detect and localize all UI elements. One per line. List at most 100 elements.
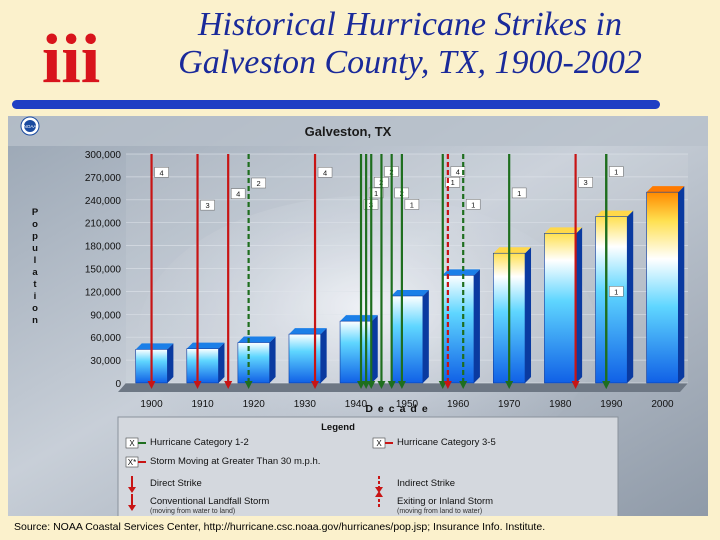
bar [237,342,270,384]
legend-label: Storm Moving at Greater Than 30 m.p.h. [150,456,320,467]
x-tick-label: 1990 [600,399,623,410]
title-rule [12,100,660,109]
x-tick-label: 1940 [345,399,368,410]
legend-label: Indirect Strike [397,478,455,489]
bar-top [340,315,378,322]
storm-category-box [578,176,593,188]
bar-top [544,227,583,234]
y-axis-label-letter: l [34,255,37,266]
bar-top [595,210,634,217]
storm-arrowhead [438,381,447,389]
y-axis-label-letter: P [32,207,39,218]
storm-category-label: 4 [456,168,460,177]
storm-category-label: 1 [374,189,378,198]
source-note: Source: NOAA Coastal Services Center, ht… [14,521,546,533]
storm-category-box [251,177,266,189]
y-tick-label: 60,000 [90,333,121,344]
storm-arrowhead [387,381,396,389]
title-line-1: Historical Hurricane Strikes in [197,6,623,43]
legend-arrowhead [128,487,136,493]
x-tick-label: 2000 [651,399,674,410]
bar-top [186,342,225,349]
storm-category-box [368,187,384,199]
storm-arrowhead [443,381,452,389]
bar-side [627,210,634,383]
legend-label: Exiting or Inland Storm [397,496,493,507]
x-tick-label: 1950 [396,399,419,410]
y-axis-label-letter: o [32,303,38,314]
storm-category-label: 2 [257,179,261,188]
storm-category-label: 4 [323,168,327,177]
legend-swatch-mark: X [376,439,382,448]
storm-arrowhead [505,381,514,389]
chart-header-band [8,116,708,146]
x-tick-label: 1920 [243,399,266,410]
storm-arrowhead [362,381,371,389]
legend: Legend X Hurricane Category 1-2 X Hurricane … [117,416,619,516]
bar-side [422,289,429,383]
legend-label: Direct Strike [150,478,202,489]
storm-category-box [609,166,624,177]
storm-arrowhead [459,381,468,389]
storm-category-box [317,167,333,178]
y-tick-label: 30,000 [90,356,121,367]
plot-area: 0 30,000 60,000 90,000 120,000 150,000 180,000… [85,150,688,410]
y-axis-label-letter: u [32,243,38,254]
storm-arrowhead [224,381,233,389]
y-tick-label: 90,000 [90,310,121,321]
storm-arrowhead [193,381,202,389]
bar [646,191,679,384]
storm-arrowhead [244,381,253,389]
legend-arrowhead [375,487,383,493]
storm-arrowhead [397,381,406,389]
storm-category-label: 1 [410,200,414,209]
legend-title: Legend [321,422,355,433]
legend-arrowhead [375,491,383,497]
storm-category-label: 1 [614,287,618,296]
bar [186,348,219,384]
storm-category-box [200,199,215,211]
storm-category-box [230,188,246,199]
storm-arrowhead [377,381,386,389]
y-axis-label-letter: o [32,219,38,230]
plot-floor [118,383,688,392]
legend-swatch-mark: X* [128,458,136,467]
bar-side [218,342,225,383]
storm-category-box [404,199,420,210]
bar-side [576,227,583,383]
noaa-badge-label: NOAA [24,124,37,129]
legend-box [117,416,619,516]
bar-side [371,315,378,383]
bar [544,233,577,384]
storm-arrowhead [602,381,611,389]
legend-sublabel: (moving from water to land) [150,508,235,515]
y-tick-label: 150,000 [85,265,122,276]
legend-arrowhead [128,505,136,511]
x-tick-label: 1980 [549,399,572,410]
bar-side [320,328,327,383]
bar-top [135,343,174,350]
bar-top [288,328,327,335]
legend-label: Conventional Landfall Storm [150,496,269,507]
x-axis-label: Decade [365,403,432,415]
y-tick-label: 210,000 [85,219,122,230]
storm-category-label: 1 [451,178,455,187]
x-tick-label: 1930 [294,399,317,410]
storm-category-box [511,187,527,199]
bar-top [442,269,480,276]
y-tick-label: 180,000 [85,242,122,253]
y-tick-label: 270,000 [85,173,122,184]
storm-category-box [609,286,624,297]
noaa-badge: NOAA [20,116,40,136]
bar-side [525,247,532,383]
y-axis-label-letter: n [32,315,38,326]
bar-side [167,343,174,383]
chart-title: Galveston, TX [305,124,392,139]
bar-top [646,186,685,193]
storm-category-label: 1 [471,200,475,209]
legend-swatch-mark: X [129,439,135,448]
bar-side [269,336,276,383]
